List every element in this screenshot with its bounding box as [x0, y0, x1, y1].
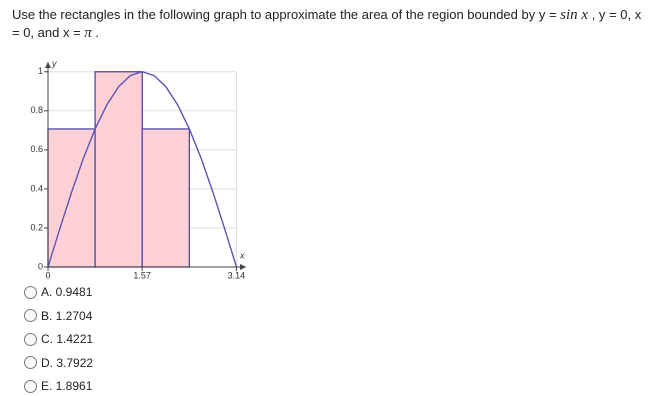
option-label[interactable]: C. 1.4221: [41, 332, 94, 346]
y-tick-label: 0.8: [30, 105, 43, 115]
option[interactable]: E. 1.8961: [24, 379, 92, 393]
question-text: .: [91, 25, 100, 40]
math: sin x: [560, 7, 589, 23]
question-text: Use the rectangles in the following grap…: [12, 7, 561, 22]
option[interactable]: B. 1.2704: [24, 309, 92, 323]
option-label[interactable]: D. 3.7922: [41, 355, 94, 370]
y-arrow: [45, 62, 51, 68]
curve: [47, 71, 238, 268]
rectangle: [141, 128, 191, 268]
radio-button[interactable]: [24, 332, 37, 346]
math: π: [84, 25, 92, 41]
option[interactable]: A. 0.9481: [24, 285, 92, 299]
y-tick-label: 0.6: [30, 144, 43, 154]
option-label[interactable]: B. 1.2704: [41, 308, 93, 323]
x-tick-label: 3.14: [228, 270, 246, 280]
y-tick-label: 0.2: [30, 222, 43, 232]
y-tick-label: 0: [38, 261, 43, 271]
option[interactable]: D. 3.7922: [24, 356, 93, 370]
option-label[interactable]: E. 1.8961: [41, 379, 93, 393]
x-tick-label: 1.57: [133, 270, 151, 280]
rectangle: [94, 71, 143, 268]
question: Use the rectangles in the following grap…: [12, 6, 652, 42]
option-label[interactable]: A. 0.9481: [41, 285, 93, 299]
radio-button[interactable]: [24, 379, 37, 393]
x-arrow: [240, 264, 246, 270]
option[interactable]: C. 1.4221: [24, 332, 93, 346]
radio-button[interactable]: [24, 285, 37, 299]
radio-button[interactable]: [24, 356, 37, 369]
rectangle: [47, 128, 96, 268]
y-tick-label: 1: [38, 66, 43, 76]
x-tick-label: 0: [45, 270, 50, 280]
y-axis-label: y: [51, 58, 57, 68]
x-axis-label: x: [239, 250, 245, 260]
radio-button[interactable]: [24, 309, 37, 322]
y-tick-label: 0.4: [30, 183, 43, 193]
question-text: , y = 0, x = 0, and x =: [12, 7, 642, 40]
